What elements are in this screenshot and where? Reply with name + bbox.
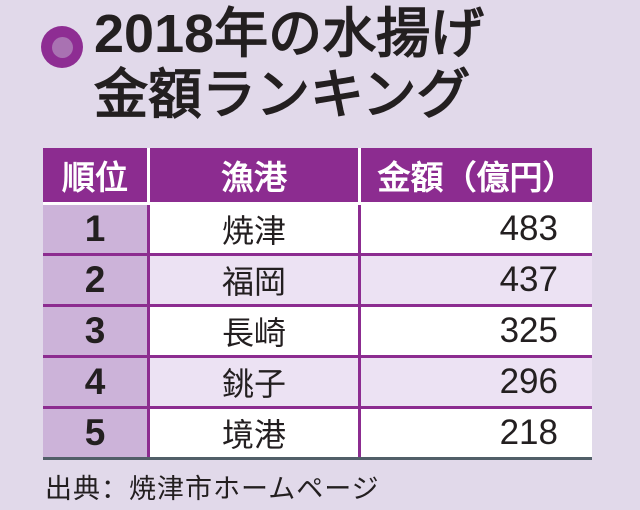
table-row: 5 境港 218 xyxy=(43,409,592,460)
table-header-row: 順位 漁港 金額（億円） xyxy=(43,148,592,205)
cell-port: 焼津 xyxy=(150,205,361,253)
cell-rank: 3 xyxy=(43,307,150,355)
ranking-table: 順位 漁港 金額（億円） 1 焼津 483 2 福岡 437 3 長崎 325 … xyxy=(43,148,592,460)
table-row: 2 福岡 437 xyxy=(43,256,592,307)
cell-amount: 437 xyxy=(361,256,592,304)
cell-port: 境港 xyxy=(150,409,361,457)
cell-rank: 5 xyxy=(43,409,150,457)
page-title-line2: 金額ランキング xyxy=(94,65,471,125)
cell-port: 福岡 xyxy=(150,256,361,304)
cell-rank: 2 xyxy=(43,256,150,304)
page-title: 2018年の水揚げ 金額ランキング xyxy=(94,4,484,126)
cell-rank: 1 xyxy=(43,205,150,253)
cell-amount: 296 xyxy=(361,358,592,406)
column-header-rank: 順位 xyxy=(43,148,150,202)
column-header-amount: 金額（億円） xyxy=(377,159,576,196)
cell-port: 銚子 xyxy=(150,358,361,406)
cell-rank: 4 xyxy=(43,358,150,406)
cell-port: 長崎 xyxy=(150,307,361,355)
page-title-line1: 2018年の水揚げ xyxy=(94,4,485,64)
bullet-inner-dot xyxy=(51,36,73,58)
table-row: 3 長崎 325 xyxy=(43,307,592,358)
source-note: 出典：焼津市ホームページ xyxy=(45,474,380,504)
bullet-icon xyxy=(41,26,83,68)
table-row: 4 銚子 296 xyxy=(43,358,592,409)
cell-amount: 218 xyxy=(361,409,592,457)
cell-amount: 325 xyxy=(361,307,592,355)
column-header-port: 漁港 xyxy=(150,148,361,202)
cell-amount: 483 xyxy=(361,205,592,253)
table-row: 1 焼津 483 xyxy=(43,205,592,256)
